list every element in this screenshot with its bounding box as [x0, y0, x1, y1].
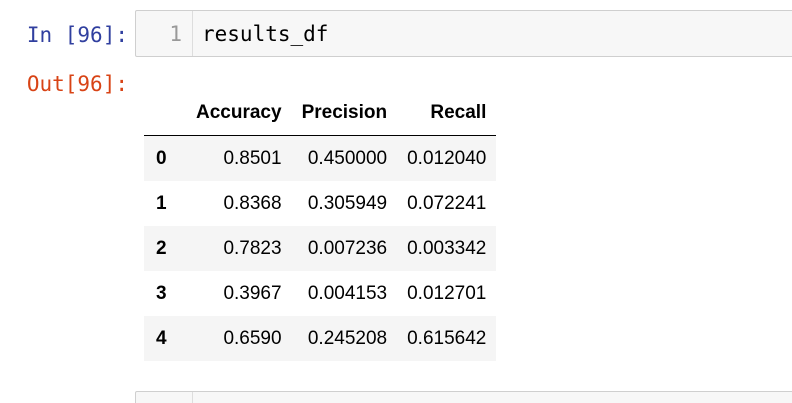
- table-row: 1 0.8368 0.305949 0.072241: [144, 181, 497, 226]
- cell-precision: 0.004153: [307, 282, 388, 304]
- cell-accuracy: 0.7823: [223, 237, 282, 259]
- cell-recall: 0.072241: [407, 192, 487, 214]
- code-text[interactable]: results_df: [202, 22, 329, 46]
- row-index: 0: [156, 147, 167, 169]
- cell-precision: 0.450000: [307, 147, 388, 169]
- row-index: 2: [156, 237, 167, 259]
- column-header-accuracy: Accuracy: [186, 91, 292, 136]
- column-header-precision: Precision: [291, 91, 398, 136]
- row-index: 3: [156, 282, 167, 304]
- cell-precision: 0.245208: [307, 327, 388, 349]
- results-dataframe: Accuracy Precision Recall 0 0.8501 0.450…: [144, 91, 497, 361]
- cell-accuracy: 0.8501: [223, 147, 282, 169]
- cell-precision: 0.007236: [307, 237, 388, 259]
- next-code-cell[interactable]: [135, 391, 792, 403]
- input-prompt: In [96]:: [26, 23, 128, 47]
- cell-precision: 0.305949: [307, 192, 388, 214]
- table-row: 2 0.7823 0.007236 0.003342: [144, 226, 497, 271]
- row-index: 1: [156, 192, 167, 214]
- cell-recall: 0.615642: [407, 327, 487, 349]
- cell-recall: 0.012701: [407, 282, 487, 304]
- table-row: 3 0.3967 0.004153 0.012701: [144, 271, 497, 316]
- code-input-area[interactable]: 1 results_df: [135, 10, 792, 57]
- cell-accuracy: 0.3967: [223, 282, 282, 304]
- cell-accuracy: 0.8368: [223, 192, 282, 214]
- output-prompt: Out[96]:: [26, 72, 128, 96]
- index-header: [144, 91, 186, 136]
- table-row: 0 0.8501 0.450000 0.012040: [144, 135, 497, 181]
- column-header-recall: Recall: [397, 91, 497, 136]
- table-row: 4 0.6590 0.245208 0.615642: [144, 316, 497, 361]
- cell-recall: 0.012040: [407, 147, 487, 169]
- table-header-row: Accuracy Precision Recall: [144, 91, 497, 136]
- cell-accuracy: 0.6590: [223, 327, 282, 349]
- cell-recall: 0.003342: [407, 237, 487, 259]
- line-number: 1: [136, 11, 193, 56]
- row-index: 4: [156, 327, 167, 349]
- next-cell-gutter: [136, 392, 193, 403]
